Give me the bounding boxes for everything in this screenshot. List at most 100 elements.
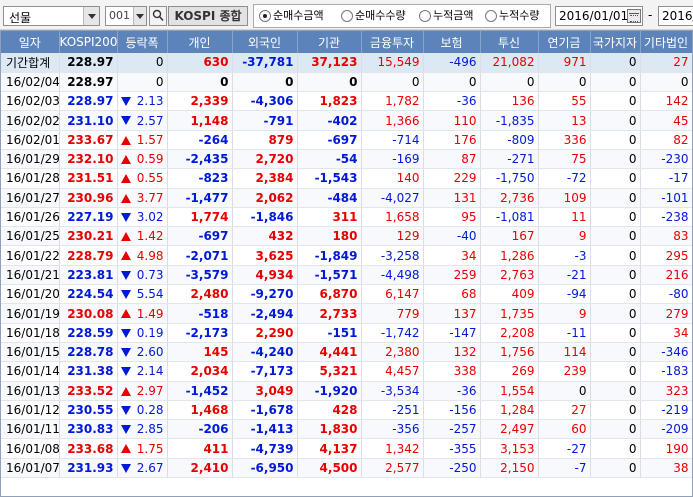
col-header-insurance[interactable]: 보험 — [423, 31, 481, 53]
cell-govt: 0 — [590, 110, 641, 131]
cell-govt: 0 — [590, 438, 641, 459]
table-row[interactable]: 16/01/26 227.19 3.02 1,774 -1,846 311 1,658 95-… — [1, 207, 692, 228]
table-row[interactable]: 16/01/21 223.81 0.73 -3,579 4,934 -1,571 -4,49… — [1, 265, 692, 286]
col-header-pension[interactable]: 연기금 — [538, 31, 591, 53]
market-select[interactable]: 선물 — [3, 6, 100, 26]
down-triangle-icon — [120, 463, 131, 473]
radio-unchecked-icon — [485, 10, 497, 22]
radio-cumulative-quantity[interactable]: 누적수량 — [485, 9, 551, 25]
table-row[interactable]: 16/02/03 228.97 2.13 2,339 -4,306 1,823 1,782-… — [1, 91, 692, 112]
cell-fin-invest: 1,782 — [361, 91, 424, 112]
radio-unchecked-icon — [419, 10, 431, 22]
cell-trust: 2,150 — [480, 458, 539, 479]
table-row[interactable]: 16/01/07 231.93 2.67 2,410 -6,950 4,500 2,577-… — [1, 458, 692, 479]
table-header-row: 일자 KOSPI200 등락폭 개인 외국인 기관 금융투자 보험 투신 연기금… — [1, 31, 692, 53]
table-row[interactable]: 16/01/15 228.78 2.60 145 -4,240 4,441 2,380 132… — [1, 342, 692, 363]
col-header-government[interactable]: 국가지자 — [590, 31, 641, 53]
radio-net-buy-quantity[interactable]: 순매수수량 — [341, 9, 419, 25]
cell-date: 16/01/27 — [1, 188, 60, 208]
cell-insurance: 259 — [423, 265, 481, 286]
total-fin-invest: 15,549 — [361, 53, 424, 73]
cell-individual: 411 — [167, 438, 233, 459]
change-value: 2.60 — [136, 345, 164, 360]
cell-govt: 0 — [590, 400, 641, 421]
cell-foreign: 0 — [232, 72, 298, 93]
total-trust: 21,082 — [480, 53, 539, 73]
cell-pension: 55 — [538, 91, 591, 112]
table-row[interactable]: 16/02/01 233.67 1.57 -264 879 -697 -714 176 -809… — [1, 130, 692, 150]
cell-kospi200: 233.67 — [59, 130, 118, 150]
search-button[interactable] — [149, 6, 167, 26]
table-row[interactable]: 16/01/12 230.55 0.28 1,468 -1,678 428 -251 -156… — [1, 400, 692, 421]
col-header-foreign[interactable]: 외국인 — [232, 31, 298, 53]
up-triangle-icon — [120, 232, 131, 242]
table-row[interactable]: 16/01/22 228.79 4.98 -2,071 3,625 -1,849 -3,25… — [1, 245, 692, 266]
down-triangle-icon — [120, 405, 131, 415]
cell-change: 2.97 — [117, 381, 168, 401]
table-row[interactable]: 16/01/14 231.38 2.14 2,034 -7,173 5,321 4,457 3… — [1, 361, 692, 382]
cell-insurance: 131 — [423, 188, 481, 208]
cell-trust: 409 — [480, 284, 539, 305]
cell-date: 16/01/19 — [1, 303, 60, 324]
cell-govt: 0 — [590, 265, 641, 286]
cell-pension: 109 — [538, 188, 591, 208]
cell-individual: -1,452 — [167, 381, 233, 401]
chevron-down-icon[interactable] — [83, 7, 99, 25]
cell-institution: 4,441 — [297, 342, 362, 363]
code-select[interactable]: 001 — [105, 6, 147, 26]
cell-change: 1.49 — [117, 303, 168, 324]
start-date-value: 2016/01/01 — [559, 9, 629, 23]
total-insurance: -496 — [423, 53, 481, 73]
cell-fin-invest: 0 — [361, 72, 424, 93]
cell-fin-invest: -4,498 — [361, 265, 424, 286]
cell-kospi200: 230.55 — [59, 400, 118, 421]
investor-trading-grid[interactable]: 일자 KOSPI200 등락폭 개인 외국인 기관 금융투자 보험 투신 연기금… — [0, 30, 693, 497]
cell-other-corp: -346 — [640, 342, 692, 363]
chevron-down-icon[interactable] — [133, 7, 146, 25]
col-header-investment-trust[interactable]: 투신 — [480, 31, 539, 53]
cell-individual: 0 — [167, 72, 233, 93]
table-row[interactable]: 16/01/18 228.59 0.19 -2,173 2,290 -151 -1,742-… — [1, 323, 692, 343]
cell-individual: -1,477 — [167, 188, 233, 208]
table-row[interactable]: 16/01/20 224.54 5.54 2,480 -9,270 6,870 6,147 6… — [1, 284, 692, 305]
table-row[interactable]: 16/01/27 230.96 3.77 -1,477 2,062 -484 -4,027 1… — [1, 188, 692, 208]
cell-individual: -2,173 — [167, 323, 233, 343]
radio-net-buy-amount[interactable]: 순매수금액 — [259, 9, 341, 25]
cell-institution: -697 — [297, 130, 362, 150]
cell-change: 3.02 — [117, 207, 168, 228]
table-row[interactable]: 16/01/29 232.10 0.59 -2,435 2,720 -54 -169 87 -2… — [1, 149, 692, 170]
col-header-other-corporation[interactable]: 기타법인 — [640, 31, 692, 53]
col-header-date[interactable]: 일자 — [1, 31, 60, 53]
cell-trust: -1,750 — [480, 168, 539, 189]
cell-date: 16/01/11 — [1, 419, 60, 440]
cell-govt: 0 — [590, 207, 641, 228]
cell-kospi200: 224.54 — [59, 284, 118, 305]
col-header-individual[interactable]: 개인 — [167, 31, 233, 53]
cell-institution: -402 — [297, 110, 362, 131]
table-row[interactable]: 16/01/13 233.52 2.97 -1,452 3,049 -1,920 -3,53… — [1, 381, 692, 401]
table-row[interactable]: 16/01/25 230.21 1.42 -697 432 180 129 -40 167 9 0 8… — [1, 226, 692, 247]
table-row[interactable]: 16/01/11 230.83 2.85 -206 -1,413 1,830 -356 -25… — [1, 419, 692, 440]
start-date-field[interactable]: 2016/01/01 — [555, 6, 643, 26]
table-row[interactable]: 16/02/04 228.97 0 0 0 0 0 0 0 0 0 0 — [1, 72, 692, 93]
table-row[interactable]: 16/01/28 231.51 0.55 -823 2,384 -1,543 140 229-… — [1, 168, 692, 189]
calendar-icon[interactable] — [627, 9, 641, 23]
col-header-kospi200[interactable]: KOSPI200 — [59, 31, 118, 53]
cell-foreign: 2,384 — [232, 168, 298, 189]
period-total-row[interactable]: 기간합계 228.97 0 630 -37,781 37,123 15,549 … — [1, 53, 692, 73]
radio-cumulative-amount[interactable]: 누적금액 — [419, 9, 485, 25]
table-row[interactable]: 16/02/02 231.10 2.57 1,148 -791 -402 1,366 110-… — [1, 110, 692, 131]
end-date-field[interactable]: 2016/ — [658, 6, 693, 26]
cell-change: 5.54 — [117, 284, 168, 305]
cell-trust: -809 — [480, 130, 539, 150]
cell-kospi200: 223.81 — [59, 265, 118, 286]
table-row[interactable]: 16/01/08 233.68 1.75 411 -4,739 4,137 1,342 -35… — [1, 438, 692, 459]
col-header-financial-investment[interactable]: 금융투자 — [361, 31, 424, 53]
cell-trust: 269 — [480, 361, 539, 382]
cell-pension: 11 — [538, 207, 591, 228]
cell-govt: 0 — [590, 342, 641, 363]
col-header-institution[interactable]: 기관 — [297, 31, 362, 53]
col-header-change[interactable]: 등락폭 — [117, 31, 168, 53]
cell-fin-invest: 1,342 — [361, 438, 424, 459]
table-row[interactable]: 16/01/19 230.08 1.49 -518 -2,494 2,733 779 137 1… — [1, 303, 692, 324]
